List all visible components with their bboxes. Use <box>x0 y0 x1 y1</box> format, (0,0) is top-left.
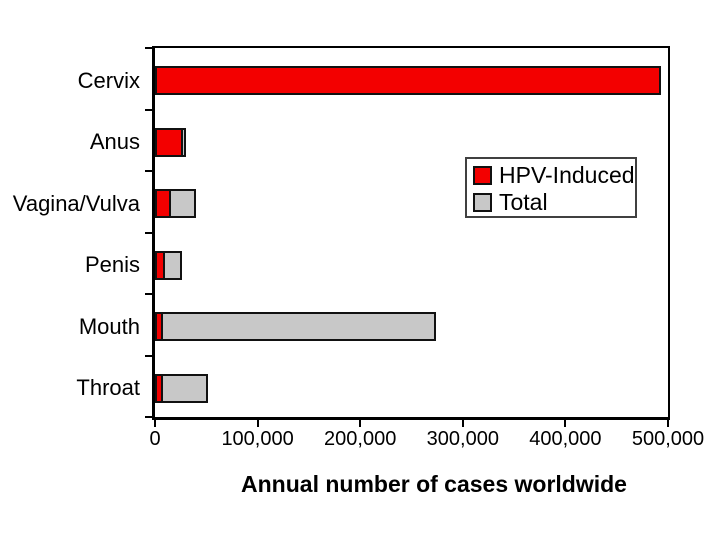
y-tick-mark <box>145 416 153 418</box>
category-label-anus: Anus <box>89 129 140 155</box>
x-tick-label-400-000: 400,000 <box>529 428 602 450</box>
y-tick-mark <box>145 108 153 111</box>
x-tick-label-0: 0 <box>149 428 161 450</box>
x-tick-mark <box>256 420 259 427</box>
category-label-cervix: Cervix <box>77 67 140 93</box>
y-tick-mark <box>145 231 153 234</box>
x-axis-title: Annual number of cases worldwide <box>241 471 627 497</box>
category-label-mouth: Mouth <box>78 313 140 339</box>
x-tick-mark <box>359 420 362 427</box>
y-tick-mark <box>145 354 153 357</box>
category-label-penis: Penis <box>84 252 140 278</box>
legend: HPV-Induced Total <box>465 157 637 218</box>
legend-swatch-total <box>473 193 492 212</box>
x-tick-mark <box>461 420 464 427</box>
legend-swatch-hpv-induced <box>473 166 492 185</box>
bar-hpv-induced-vagina-vulva <box>155 189 171 219</box>
y-tick-mark <box>145 47 153 49</box>
x-tick-label-300-000: 300,000 <box>426 428 499 450</box>
bar-hpv-induced-cervix <box>155 66 661 96</box>
bar-hpv-induced-throat <box>155 373 163 403</box>
legend-row-total: Total <box>473 189 635 216</box>
bar-total-mouth <box>155 312 436 342</box>
plot-area <box>152 46 670 420</box>
bar-hpv-induced-anus <box>155 127 183 157</box>
legend-label-total: Total <box>499 189 548 215</box>
x-tick-label-200-000: 200,000 <box>324 428 397 450</box>
x-tick-mark <box>564 420 567 427</box>
y-tick-mark <box>145 170 153 172</box>
category-label-vagina-vulva: Vagina/Vulva <box>12 190 140 216</box>
x-tick-label-100-000: 100,000 <box>221 428 294 450</box>
legend-label-hpv-induced: HPV-Induced <box>499 162 635 188</box>
bar-hpv-induced-mouth <box>155 312 163 342</box>
x-tick-mark <box>667 420 669 427</box>
x-tick-mark <box>154 420 156 427</box>
x-tick-label-500-000: 500,000 <box>631 428 705 450</box>
bar-hpv-induced-penis <box>155 250 165 280</box>
legend-row-hpv-induced: HPV-Induced <box>473 162 635 189</box>
y-tick-mark <box>145 293 153 295</box>
category-label-throat: Throat <box>76 375 140 401</box>
